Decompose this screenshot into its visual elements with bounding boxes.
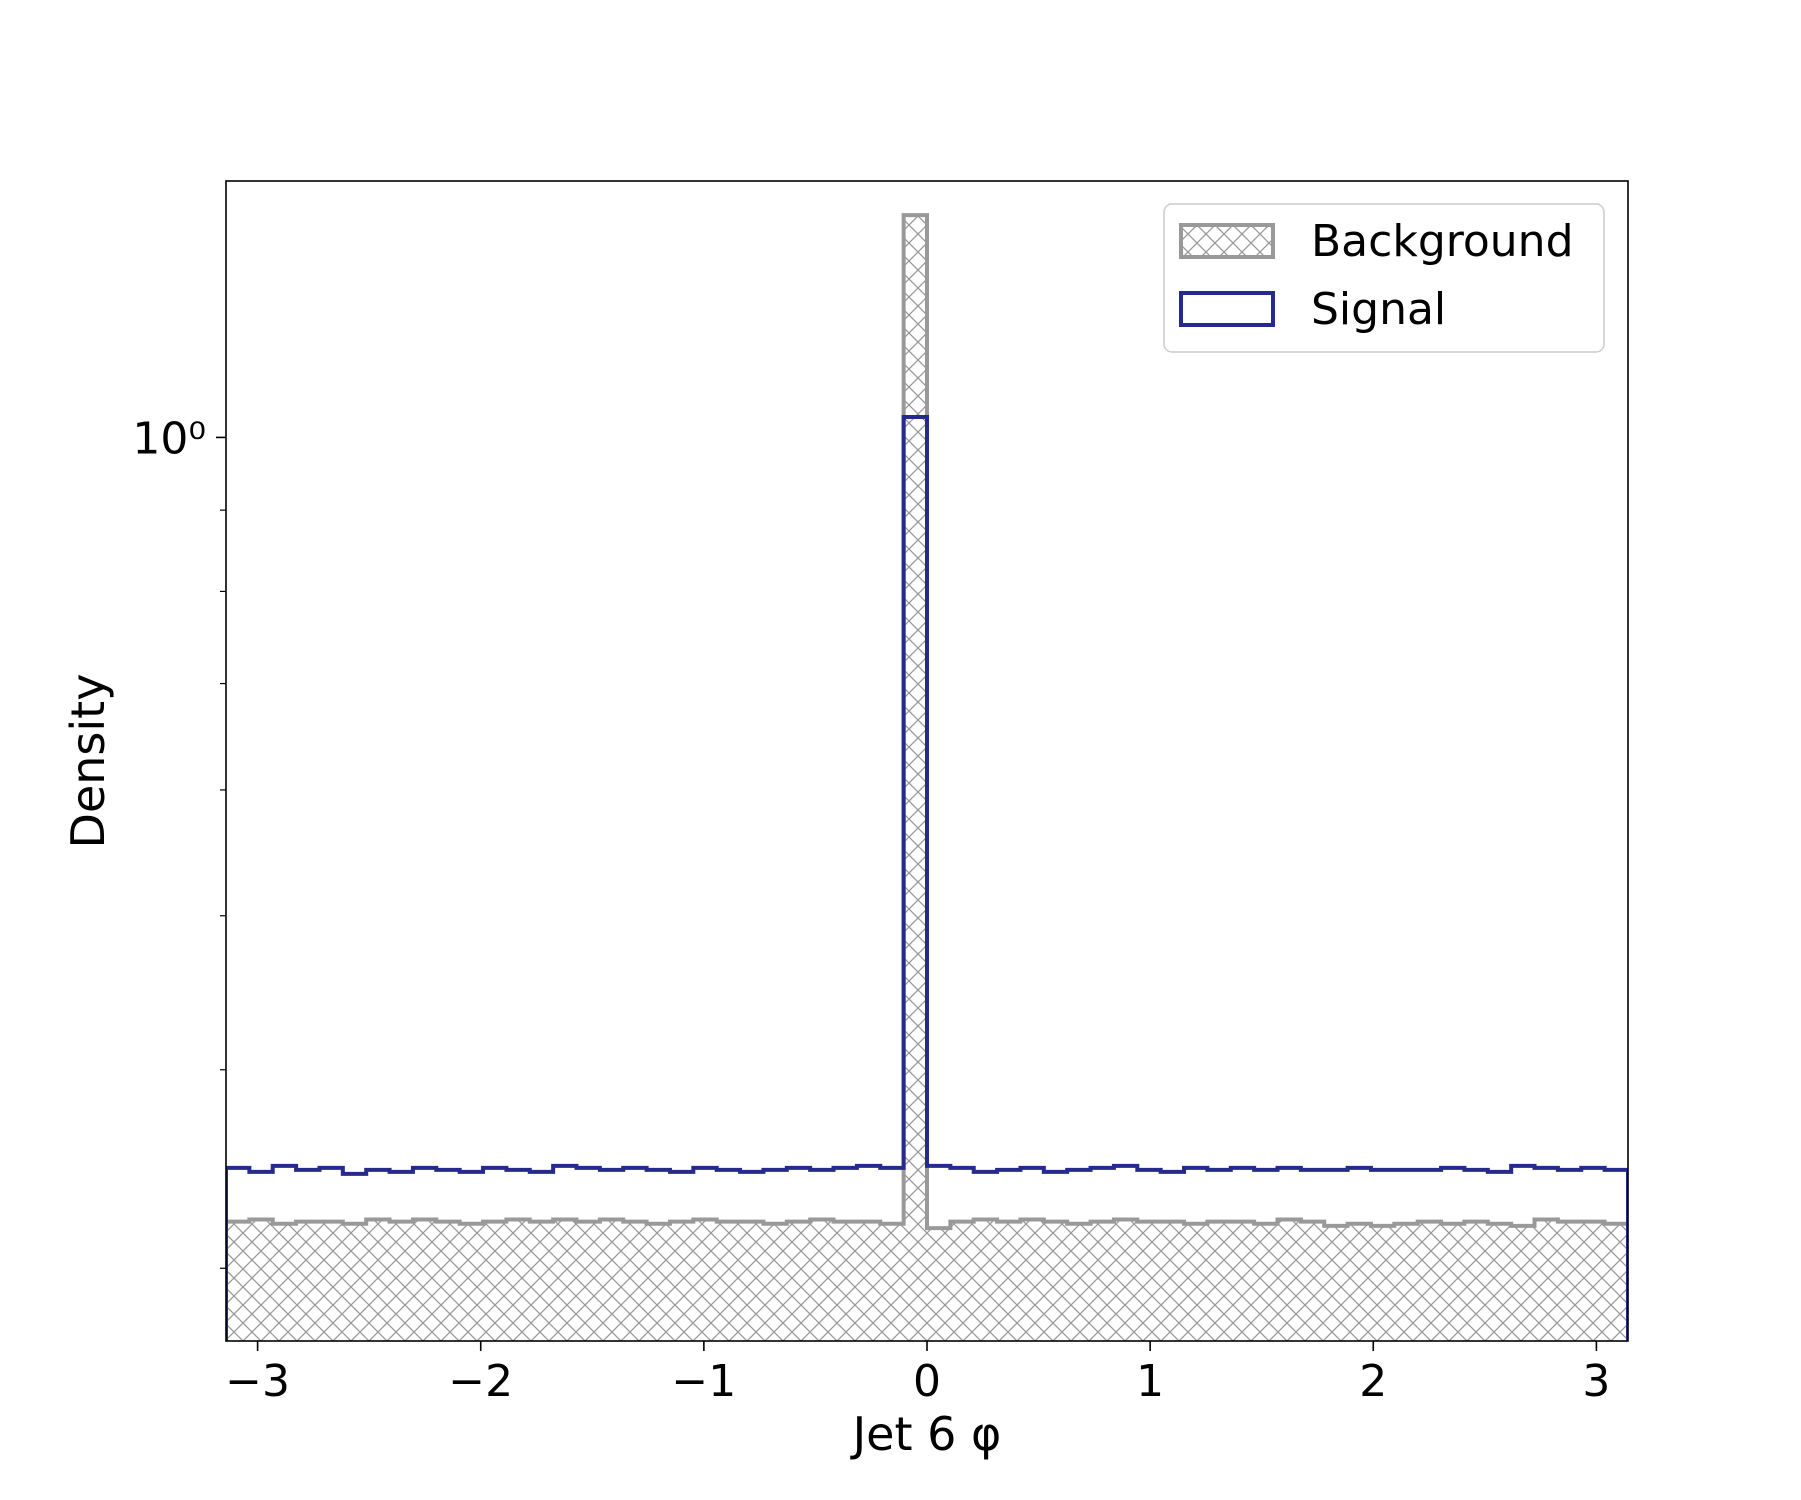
background-bin	[1043, 1221, 1068, 1341]
legend-swatch-signal	[1179, 291, 1275, 327]
background-bin	[623, 1221, 647, 1341]
background-bin	[1464, 1221, 1488, 1341]
y-axis-label: Density	[61, 674, 115, 849]
background-bin	[1067, 1223, 1091, 1341]
background-bin	[506, 1219, 530, 1341]
background-bin	[1137, 1221, 1161, 1341]
background-bin	[1417, 1221, 1442, 1341]
y-tick-label: 10⁰	[132, 413, 206, 464]
background-bin	[1160, 1221, 1185, 1341]
background-bin	[576, 1221, 600, 1341]
background-bin	[1604, 1223, 1628, 1341]
background-bin	[1300, 1221, 1325, 1341]
background-bin	[903, 215, 927, 1341]
x-tick-label: 3	[1582, 1356, 1610, 1407]
x-tick-label: −3	[225, 1356, 290, 1407]
background-bin	[693, 1219, 717, 1341]
background-bin	[669, 1221, 694, 1341]
background-bin	[1511, 1225, 1535, 1341]
background-bin	[1581, 1221, 1605, 1341]
legend-swatch-background	[1179, 223, 1275, 259]
background-bin	[1277, 1219, 1301, 1341]
background-bin	[740, 1221, 764, 1341]
legend-label-background: Background	[1311, 216, 1574, 267]
background-bin	[483, 1221, 507, 1341]
series-layer	[226, 213, 1628, 1341]
background-bin	[833, 1221, 857, 1341]
background-bin	[249, 1219, 273, 1341]
background-bin	[1324, 1225, 1348, 1341]
x-axis: −3 −2 −1 0 1 2 3	[225, 1341, 1610, 1407]
background-bin	[880, 1223, 904, 1341]
background-bin	[1441, 1223, 1465, 1341]
background-bin	[1534, 1219, 1558, 1341]
background-bin	[1230, 1221, 1255, 1341]
signal-outline	[226, 415, 1628, 1341]
x-tick-label: 1	[1136, 1356, 1164, 1407]
legend: Background Signal	[1163, 203, 1605, 353]
background-bin	[1113, 1219, 1138, 1341]
x-tick-label: 2	[1359, 1356, 1387, 1407]
y-axis: 10⁰	[132, 413, 226, 1269]
background-bin	[366, 1219, 390, 1341]
background-bin	[1370, 1225, 1395, 1341]
x-tick-label: −1	[671, 1356, 736, 1407]
background-bin	[599, 1219, 624, 1341]
background-bin	[1254, 1223, 1278, 1341]
background-bin	[389, 1221, 413, 1341]
background-bin	[997, 1221, 1021, 1341]
background-bin	[763, 1223, 787, 1341]
background-bin	[319, 1221, 343, 1341]
legend-label-signal: Signal	[1311, 284, 1446, 335]
background-bin	[436, 1221, 460, 1341]
background-bin	[296, 1221, 320, 1341]
background-bin	[927, 1228, 951, 1341]
background-bin	[1184, 1223, 1208, 1341]
background-bin	[973, 1219, 998, 1341]
series-background	[226, 213, 1628, 1341]
background-bin	[1090, 1221, 1114, 1341]
background-bin	[412, 1219, 437, 1341]
x-axis-label: Jet 6 φ	[850, 1407, 1002, 1461]
background-bin	[786, 1221, 811, 1341]
background-bin	[272, 1223, 297, 1341]
background-bin	[529, 1221, 554, 1341]
background-bin	[1394, 1223, 1418, 1341]
series-signal	[226, 415, 1628, 1341]
background-bin	[646, 1223, 670, 1341]
background-bin	[1557, 1221, 1582, 1341]
background-bin	[1347, 1223, 1371, 1341]
background-bin	[1020, 1219, 1044, 1341]
background-bin	[716, 1221, 741, 1341]
background-bin	[1487, 1223, 1512, 1341]
background-bin	[810, 1219, 834, 1341]
background-bin	[856, 1221, 881, 1341]
background-bin	[226, 1221, 250, 1341]
x-tick-label: 0	[913, 1356, 941, 1407]
background-bin	[342, 1223, 367, 1341]
background-bin	[459, 1223, 484, 1341]
x-tick-label: −2	[448, 1356, 513, 1407]
background-bin	[553, 1219, 577, 1341]
background-bin	[950, 1221, 974, 1341]
background-bin	[1207, 1221, 1231, 1341]
